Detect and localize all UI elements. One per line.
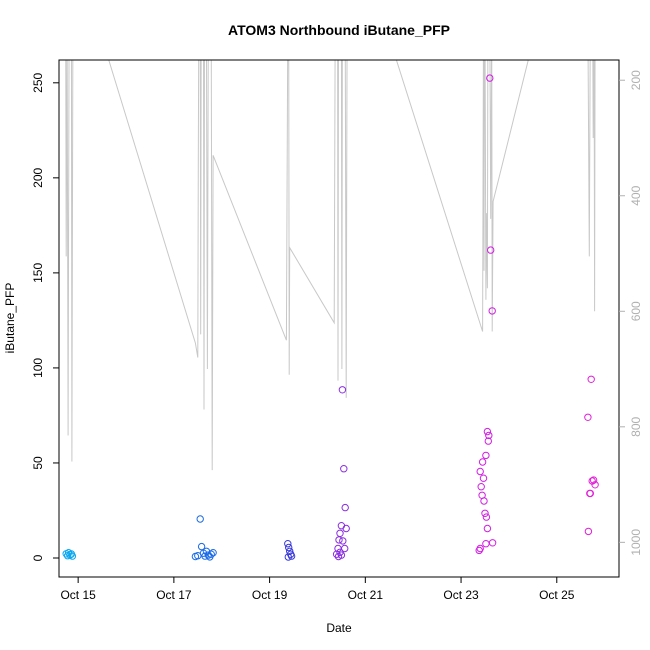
data-point bbox=[209, 549, 217, 557]
data-point bbox=[485, 431, 493, 440]
data-point bbox=[284, 540, 292, 548]
data-point bbox=[284, 553, 292, 561]
data-point bbox=[586, 489, 594, 498]
x-tick-label: Oct 17 bbox=[156, 588, 192, 602]
y2-tick-label: 800 bbox=[629, 416, 643, 436]
secondary-series-line bbox=[65, 60, 596, 471]
x-axis-label: Date bbox=[326, 621, 352, 635]
plot-frame bbox=[58, 59, 620, 578]
y2-tick-label: 200 bbox=[629, 70, 643, 90]
data-point bbox=[488, 539, 497, 547]
secondary-line-layer bbox=[65, 60, 596, 471]
data-point bbox=[488, 307, 496, 315]
data-point bbox=[336, 529, 344, 537]
data-point bbox=[480, 497, 488, 505]
y-tick-label: 250 bbox=[31, 72, 45, 92]
data-point bbox=[341, 503, 349, 512]
x-tick-label: Oct 21 bbox=[348, 588, 384, 602]
data-point bbox=[487, 246, 495, 254]
y-tick-label: 50 bbox=[31, 456, 45, 470]
data-point bbox=[338, 386, 347, 394]
data-point bbox=[341, 544, 349, 553]
y2-tick-label: 600 bbox=[629, 301, 643, 321]
chart-title: ATOM3 Northbound iButane_PFP bbox=[228, 22, 450, 38]
data-point bbox=[479, 474, 488, 482]
data-point bbox=[483, 524, 492, 533]
data-point bbox=[68, 552, 77, 560]
data-point bbox=[587, 375, 595, 383]
data-point bbox=[287, 552, 296, 560]
x-tick-label: Oct 19 bbox=[252, 588, 288, 602]
y-tick-label: 200 bbox=[31, 168, 45, 188]
data-point bbox=[482, 540, 490, 548]
data-point bbox=[591, 481, 599, 489]
data-point bbox=[476, 544, 484, 553]
data-point bbox=[477, 483, 485, 491]
data-point bbox=[481, 509, 489, 517]
y-tick-label: 0 bbox=[31, 554, 45, 561]
data-point bbox=[584, 527, 593, 536]
data-point bbox=[484, 437, 492, 445]
secondary-y-axis: 200 400 600 800 1000 bbox=[619, 70, 643, 556]
data-point bbox=[342, 524, 350, 533]
data-point bbox=[336, 548, 344, 556]
x-tick-label: Oct 23 bbox=[443, 588, 479, 602]
data-point bbox=[478, 458, 487, 466]
x-tick-label: Oct 15 bbox=[60, 588, 96, 602]
y-tick-label: 150 bbox=[31, 263, 45, 283]
x-tick-label: Oct 25 bbox=[539, 588, 575, 602]
data-point bbox=[196, 515, 204, 523]
data-point bbox=[482, 451, 490, 460]
x-axis: Oct 15 Oct 17 Oct 19 Oct 21 Oct 23 Oct 25 bbox=[60, 577, 575, 602]
data-point bbox=[337, 522, 346, 530]
data-point bbox=[476, 467, 484, 476]
data-point bbox=[334, 544, 342, 553]
data-point bbox=[486, 74, 494, 82]
y2-tick-label: 1000 bbox=[629, 529, 643, 556]
data-point bbox=[584, 413, 592, 421]
data-point bbox=[589, 476, 598, 484]
data-point bbox=[339, 537, 347, 545]
data-point bbox=[482, 513, 491, 521]
data-point bbox=[334, 552, 343, 561]
points-layer bbox=[62, 74, 599, 561]
data-point bbox=[197, 542, 206, 551]
data-point bbox=[285, 543, 293, 552]
y-axis: 0 50 100 150 200 250 bbox=[31, 72, 59, 561]
y-axis-label: iButane_PFP bbox=[3, 283, 17, 354]
y2-tick-label: 400 bbox=[629, 185, 643, 205]
data-point bbox=[340, 465, 348, 473]
y-tick-label: 100 bbox=[31, 358, 45, 378]
data-point bbox=[207, 550, 215, 558]
data-point bbox=[483, 427, 492, 436]
